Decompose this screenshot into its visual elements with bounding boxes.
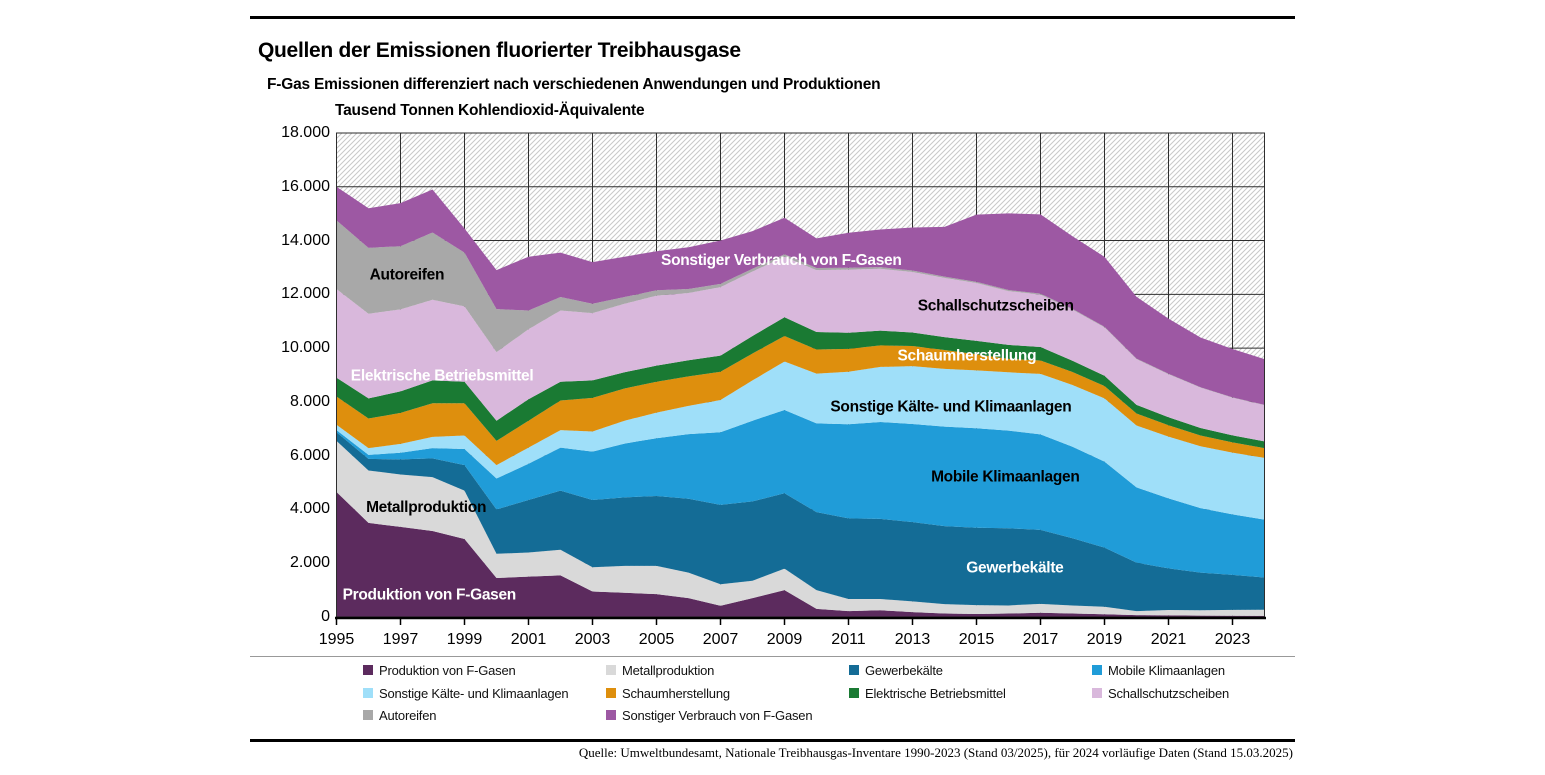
area-series-Autoreifen: [336, 220, 1265, 406]
chart-title: Quellen der Emissionen fluorierter Treib…: [258, 39, 741, 62]
legend-label: Sonstiger Verbrauch von F-Gasen: [622, 707, 813, 723]
legend-item: Metallproduktion: [606, 662, 715, 678]
area-series-Schaumherstellung: [336, 336, 1265, 466]
legend-item: Schallschutzscheiben: [1092, 685, 1230, 701]
x-axis-ticks: [335, 619, 1234, 625]
legend-label: Metallproduktion: [622, 662, 715, 678]
y-tick-label: 10.000: [281, 339, 330, 357]
y-tick-label: 4.000: [289, 500, 330, 518]
legend-item: Elektrische Betriebsmittel: [849, 685, 1006, 701]
legend-swatch: [363, 688, 373, 698]
content-sheet: Quellen der Emissionen fluorierter Treib…: [250, 0, 1295, 775]
x-tick-label: 2001: [510, 631, 547, 648]
legend-swatch: [849, 688, 859, 698]
x-tick-label: 2019: [1086, 631, 1123, 648]
legend-swatch: [1092, 688, 1102, 698]
legend-item: Sonstiger Verbrauch von F-Gasen: [606, 707, 813, 723]
y-tick-label: 12.000: [281, 285, 330, 303]
area-label: Metallproduktion: [366, 499, 486, 516]
area-label: Elektrische Betriebsmittel: [351, 367, 534, 384]
area-series-Metallproduktion: [336, 440, 1265, 616]
y-tick-label: 8.000: [289, 392, 330, 410]
area-series-Produktion von F-Gasen: [336, 491, 1265, 617]
legend-item: Autoreifen: [363, 707, 437, 723]
x-tick-label: 2021: [1150, 631, 1187, 648]
area-series-Sonstiger Verbrauch von F-Gasen: [336, 186, 1265, 405]
legend-swatch: [849, 665, 859, 675]
chart-subtitle: F-Gas Emissionen differenziert nach vers…: [267, 76, 881, 93]
legend-separator: [250, 656, 1295, 657]
area-label: Sonstige Kälte- und Klimaanlagen: [830, 398, 1071, 415]
x-tick-label: 2003: [574, 631, 611, 648]
legend-item: Produktion von F-Gasen: [363, 662, 516, 678]
x-tick-label: 2015: [958, 631, 995, 648]
legend-label: Schallschutzscheiben: [1108, 685, 1230, 701]
legend-item: Gewerbekälte: [849, 662, 943, 678]
x-tick-label: 2005: [638, 631, 675, 648]
area-label: Autoreifen: [370, 267, 445, 284]
legend-swatch: [606, 710, 616, 720]
x-tick-label: 2009: [766, 631, 803, 648]
x-tick-label: 2013: [894, 631, 931, 648]
y-tick-label: 6.000: [289, 446, 330, 464]
axis-unit-label: Tausend Tonnen Kohlendioxid-Äquivalente: [335, 102, 645, 119]
source-note: Quelle: Umweltbundesamt, Nationale Treib…: [578, 745, 1293, 760]
area-series-Sonstige Kälte- und Klimaanlagen: [336, 361, 1265, 520]
legend-label: Mobile Klimaanlagen: [1108, 662, 1225, 678]
legend-swatch: [606, 688, 616, 698]
legend-label: Sonstige Kälte- und Klimaanlagen: [379, 685, 569, 701]
y-tick-label: 2.000: [289, 554, 330, 572]
bottom-rule: [250, 739, 1295, 742]
legend-item: Schaumherstellung: [606, 685, 730, 701]
legend-swatch: [606, 665, 616, 675]
y-tick-label: 14.000: [281, 231, 330, 249]
top-rule: [250, 16, 1295, 19]
area-series-Gewerbekälte: [336, 432, 1265, 612]
legend-swatch: [363, 710, 373, 720]
area-label: Produktion von F-Gasen: [343, 587, 516, 604]
x-tick-label: 1999: [446, 631, 483, 648]
legend-label: Schaumherstellung: [622, 685, 730, 701]
y-tick-label: 18.000: [281, 124, 330, 141]
legend-swatch: [1092, 665, 1102, 675]
x-tick-label: 2007: [702, 631, 739, 648]
x-tick-label: 2023: [1214, 631, 1251, 648]
x-tick-label: 2011: [831, 631, 866, 648]
area-label: Sonstiger Verbrauch von F-Gasen: [661, 252, 902, 269]
y-tick-label: 0: [321, 608, 330, 625]
y-tick-label: 16.000: [281, 177, 330, 195]
legend-label: Elektrische Betriebsmittel: [865, 685, 1006, 701]
x-tick-label: 2017: [1022, 631, 1059, 648]
area-series-Schallschutzscheiben: [336, 256, 1265, 442]
x-tick-label: 1995: [318, 631, 355, 648]
area-series-Mobile Klimaanlagen: [336, 409, 1265, 578]
area-label: Gewerbekälte: [966, 560, 1064, 577]
area-label: Mobile Klimaanlagen: [931, 468, 1079, 485]
area-label: Schaumherstellung: [898, 347, 1037, 364]
legend-item: Mobile Klimaanlagen: [1092, 662, 1225, 678]
legend-label: Produktion von F-Gasen: [379, 662, 516, 678]
legend-label: Autoreifen: [379, 707, 437, 723]
x-tick-label: 1997: [382, 631, 419, 648]
legend-item: Sonstige Kälte- und Klimaanlagen: [363, 685, 569, 701]
area-series-Elektrische Betriebsmittel: [336, 317, 1265, 449]
legend-swatch: [363, 665, 373, 675]
area-label: Schallschutzscheiben: [918, 298, 1074, 315]
legend-label: Gewerbekälte: [865, 662, 943, 678]
